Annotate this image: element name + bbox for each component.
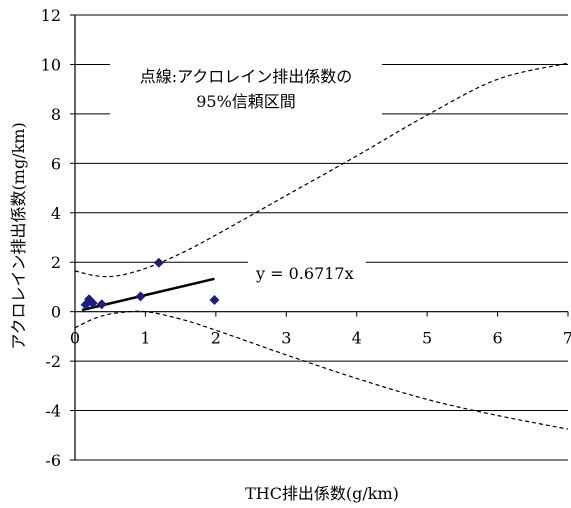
data-point [153, 257, 164, 268]
data-point [87, 298, 98, 309]
x-tick-label: 4 [352, 329, 362, 348]
y-tick-label: 4 [51, 204, 61, 223]
y-tick-label: -2 [45, 352, 61, 371]
confidence-interval-lines [74, 62, 569, 430]
x-tick-label: 0 [70, 329, 80, 348]
y-tick-label: 12 [41, 6, 61, 25]
ci-upper-line [74, 62, 569, 278]
axes [70, 14, 569, 461]
y-tick-label: -6 [45, 451, 61, 470]
annotation-line1: 点線:アクロレイン排出係数の [140, 67, 353, 86]
x-tick-label: 6 [492, 329, 502, 348]
x-tick-label: 5 [422, 329, 432, 348]
x-tick-label: 1 [140, 329, 150, 348]
x-axis-label: THC排出係数(g/km) [245, 484, 399, 503]
x-tick-label: 2 [211, 329, 221, 348]
regression-label-background [248, 260, 366, 286]
regression-label: y = 0.6717x [255, 264, 354, 283]
data-point [135, 291, 146, 302]
data-point [96, 299, 107, 310]
data-point [209, 295, 220, 306]
y-tick-label: 2 [51, 253, 61, 272]
y-tick-label: 0 [51, 303, 61, 322]
y-tick-label: -4 [45, 402, 61, 421]
ci-lower-line [74, 310, 569, 430]
y-axis-label: アクロレイン排出係数(mg/km) [9, 122, 28, 349]
y-tick-label: 6 [51, 154, 61, 173]
annotation-line2: 95%信頼区間 [196, 92, 296, 111]
annotation-background [110, 58, 382, 126]
y-tick-label: 8 [51, 105, 61, 124]
y-tick-label: 10 [41, 55, 61, 74]
x-tick-label: 7 [563, 329, 571, 348]
data-points [80, 257, 220, 310]
x-tick-label: 3 [281, 329, 291, 348]
